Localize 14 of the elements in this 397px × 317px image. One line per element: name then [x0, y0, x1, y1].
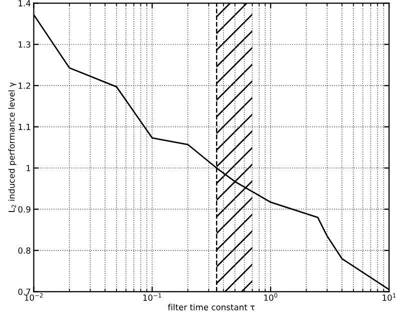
y-tick-label: 1.1 [18, 124, 30, 130]
y-tick-label: 0.8 [18, 247, 30, 254]
x-tick-label: 10$^{−2}$ [24, 293, 43, 301]
y-tick-label: 0.7 [18, 288, 30, 295]
y-tick-label: 1 [26, 165, 30, 172]
y-tick-label: 1.3 [18, 41, 30, 48]
x-tick-label: 10$^{−1}$ [143, 293, 162, 301]
y-tick-label: 1.2 [18, 82, 30, 89]
x-axis-title: filter time constant τ [168, 304, 255, 310]
y-tick-label: 1.4 [18, 0, 30, 6]
x-tick-label: 10$^{1}$ [382, 293, 396, 301]
y-tick-label: 0.9 [18, 206, 30, 213]
y-axis-title: L$_{2}$ induced performance level γ [8, 82, 16, 212]
x-tick-label: 10$^{0}$ [264, 293, 278, 301]
